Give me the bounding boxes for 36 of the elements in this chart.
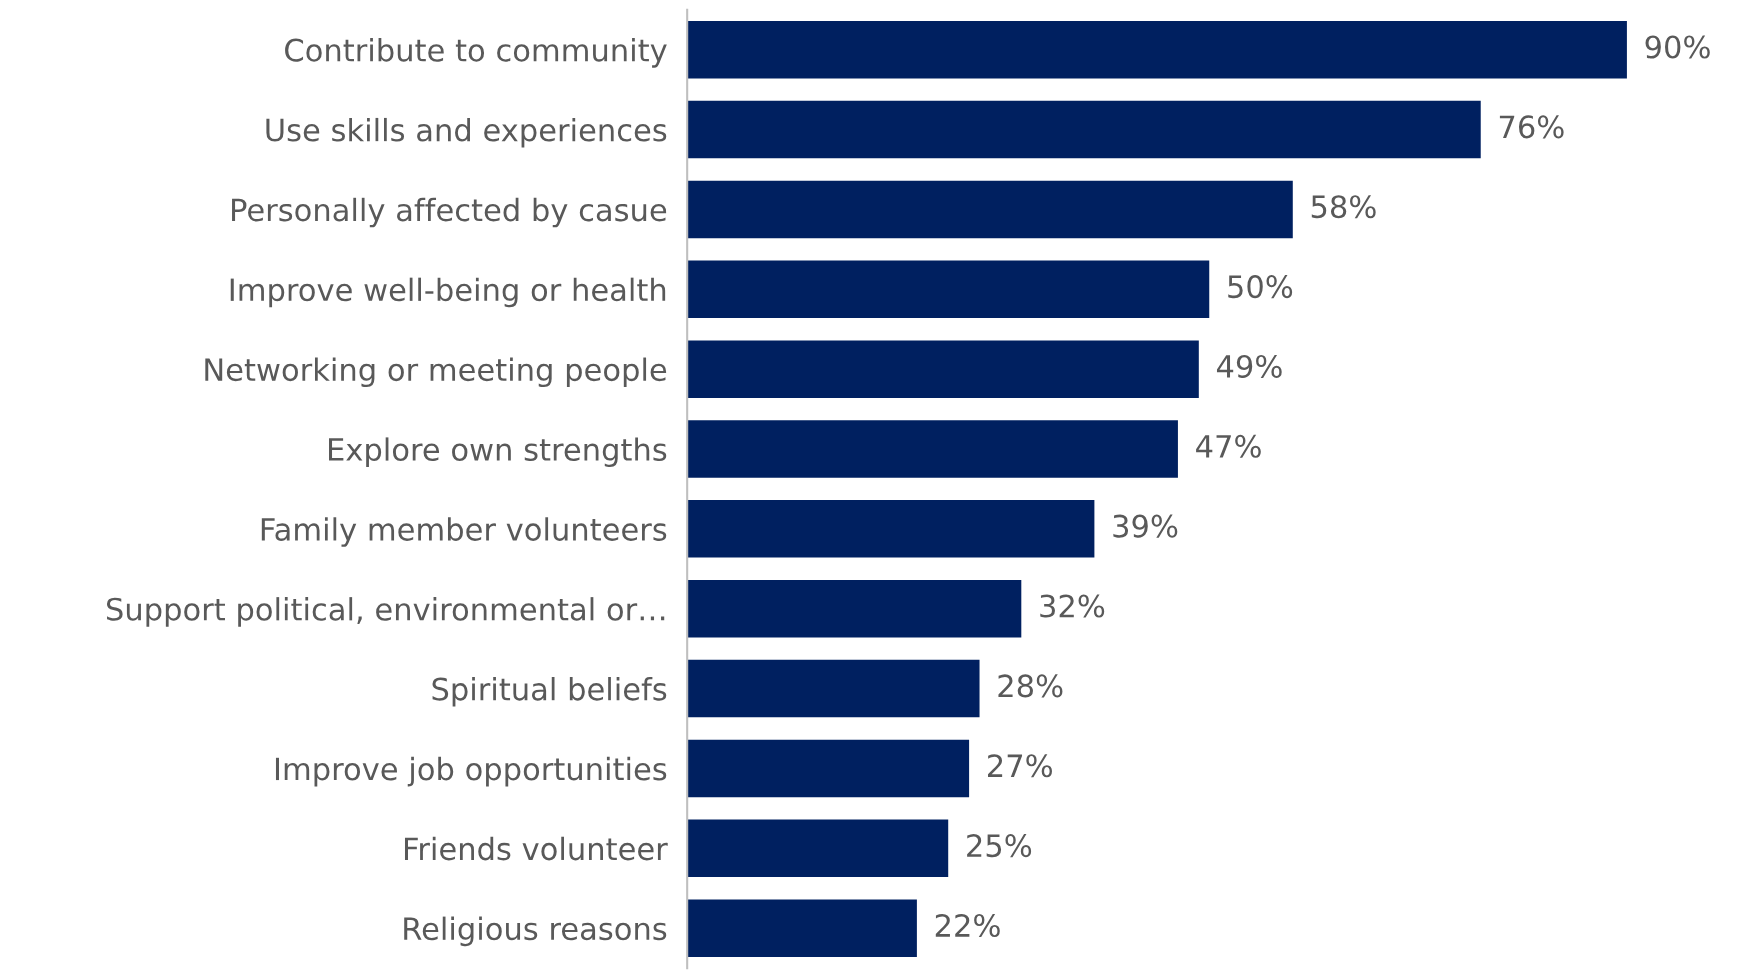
bar (687, 100, 1481, 159)
y-tick-label: Use skills and experiences (266, 117, 667, 148)
bar (687, 180, 1293, 239)
y-tick-label: Religious reasons (404, 916, 667, 947)
data-label: 32% (1040, 594, 1105, 618)
bar (687, 20, 1627, 79)
data-label: 39% (1113, 514, 1178, 538)
bar (687, 420, 1178, 478)
bar (687, 819, 949, 878)
bar (687, 579, 1022, 638)
data-label: 76% (1499, 115, 1564, 139)
y-tick-label: Spiritual beliefs (432, 676, 667, 707)
bar (687, 340, 1199, 398)
bar (687, 500, 1095, 558)
y-tick-label: Explore own strengths (329, 437, 667, 467)
data-label: 90% (1645, 35, 1710, 59)
data-label: 47% (1196, 434, 1261, 458)
data-label: 22% (935, 913, 1000, 938)
data-label: 49% (1216, 354, 1282, 378)
y-tick-label: Improve well-being or health (230, 277, 666, 308)
bar (687, 260, 1210, 319)
y-tick-label: Improve job opportunities (275, 756, 667, 787)
data-label: 28% (998, 674, 1063, 698)
y-tick-label: Support political, environmental or… (106, 597, 665, 627)
data-label: 50% (1228, 275, 1293, 299)
bar (687, 899, 917, 957)
data-label: 58% (1311, 195, 1376, 219)
y-tick-label: Personally affected by casue (232, 197, 667, 228)
bar (687, 739, 970, 798)
data-label: 27% (988, 754, 1052, 778)
y-tick-label: Family member volunteers (261, 517, 667, 547)
data-label: 25% (967, 834, 1032, 858)
y-tick-label: Contribute to community (285, 38, 667, 68)
bar (687, 659, 980, 718)
y-tick-label: Friends volunteer (404, 836, 668, 861)
y-tick-label: Networking or meeting people (205, 357, 667, 388)
